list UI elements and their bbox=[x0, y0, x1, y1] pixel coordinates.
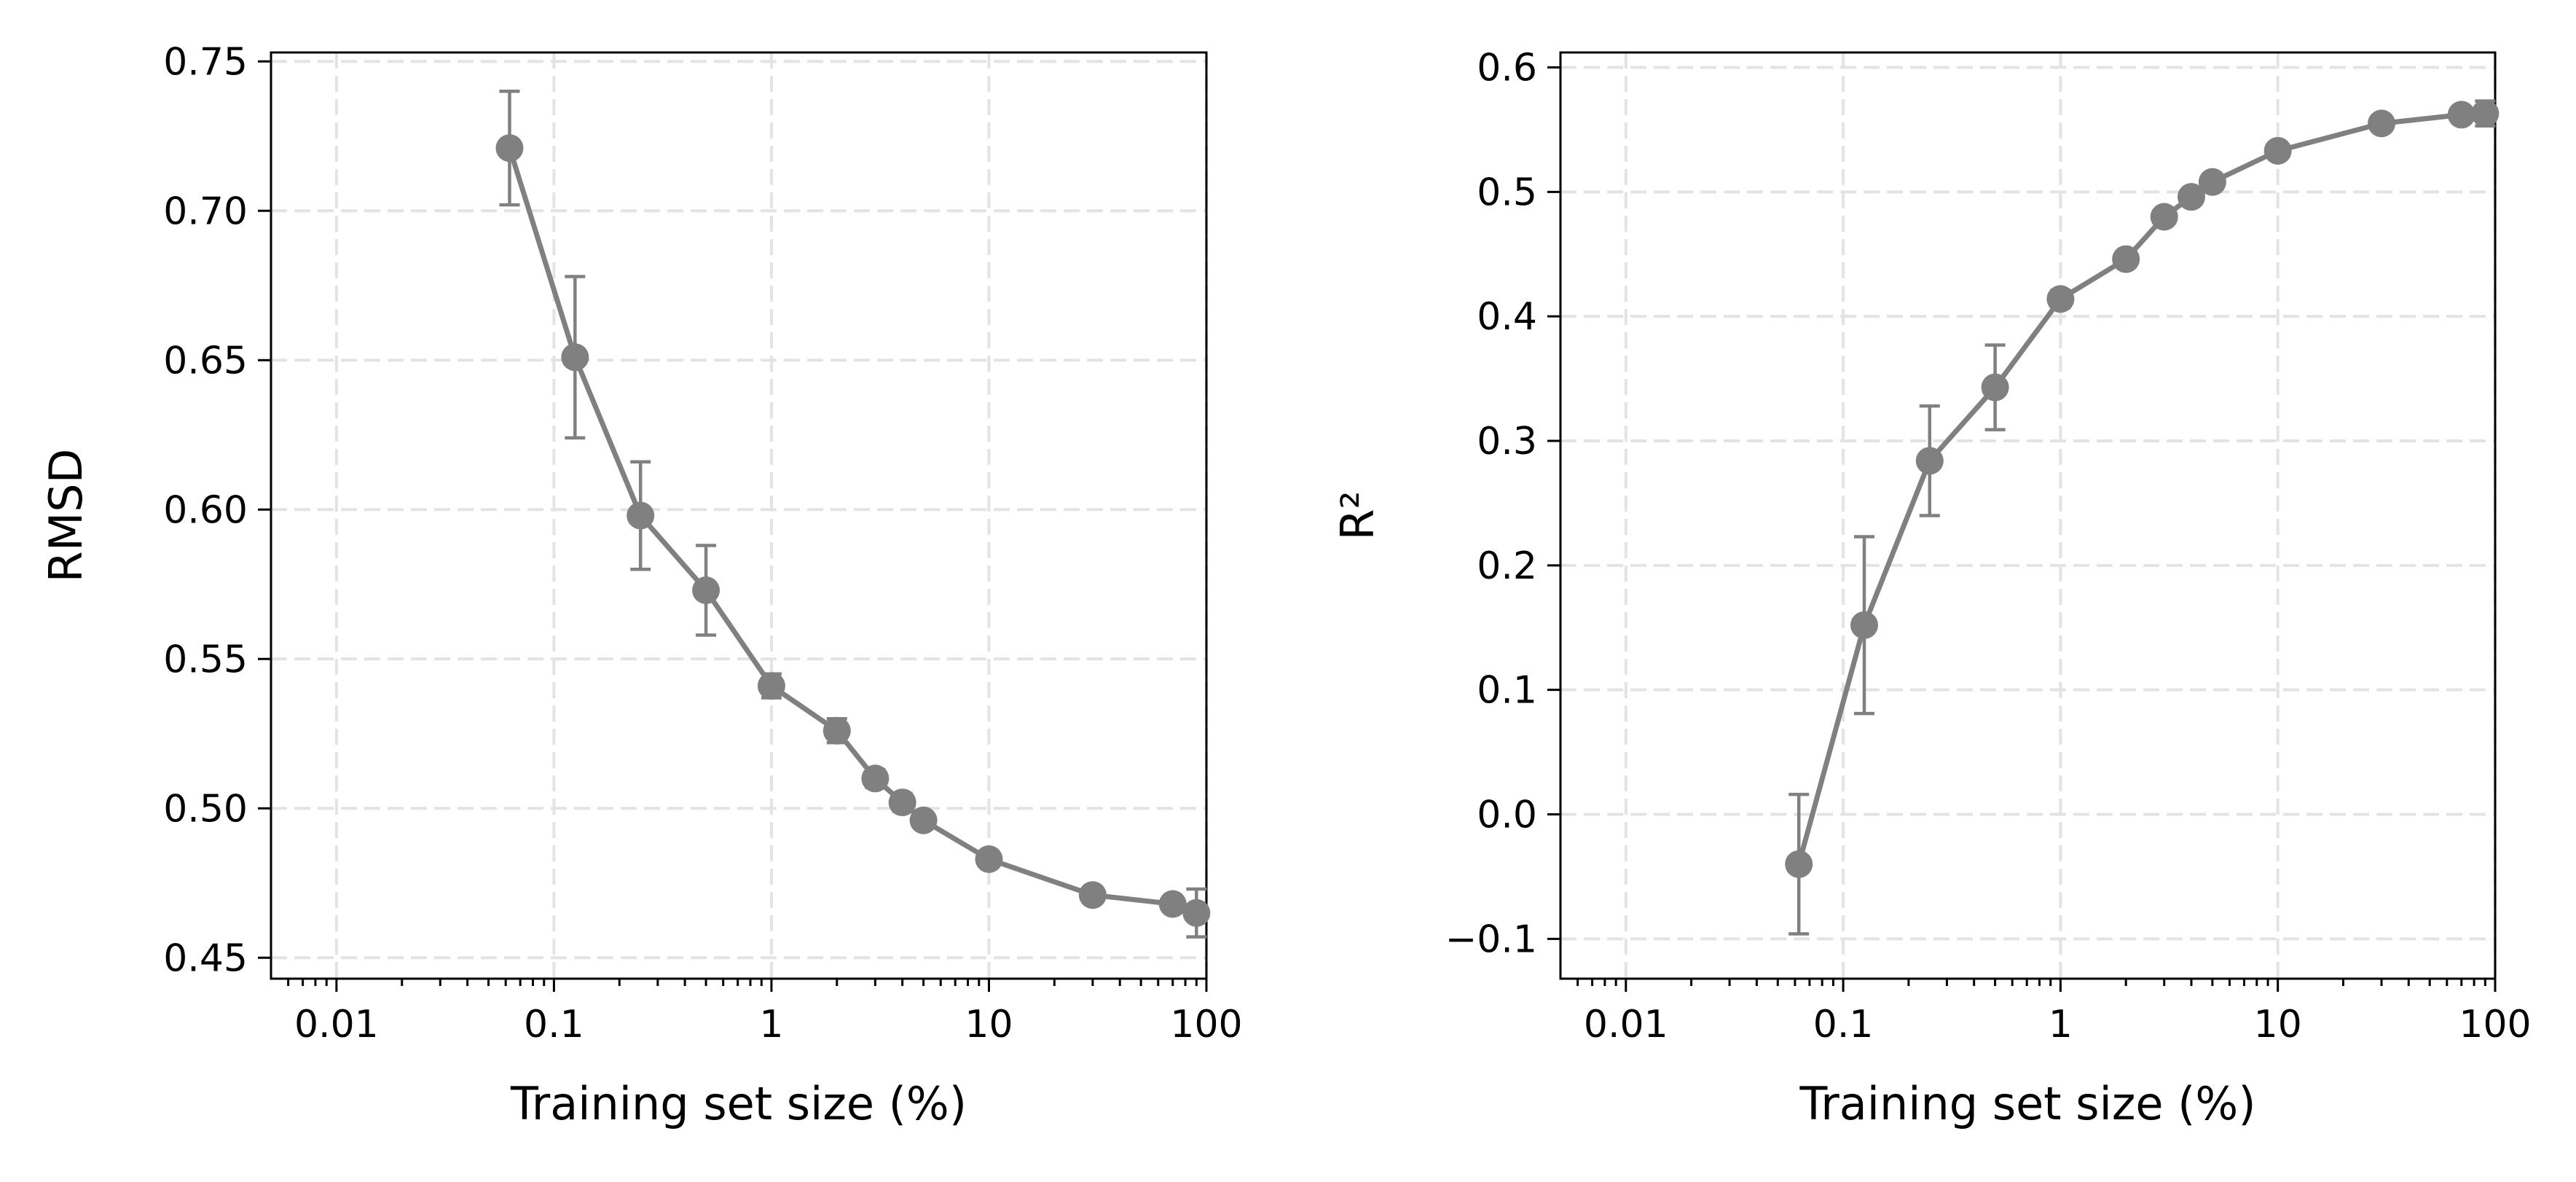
data-point bbox=[2368, 109, 2396, 138]
data-point bbox=[495, 134, 524, 163]
y-tick-label: 0.2 bbox=[1477, 544, 1537, 588]
y-tick-label: 0.1 bbox=[1477, 669, 1537, 713]
x-axis-label: Training set size (%) bbox=[1799, 1077, 2255, 1130]
y-axis-label: R² bbox=[1331, 491, 1384, 541]
y-tick-label: 0.0 bbox=[1477, 794, 1537, 837]
data-point bbox=[909, 806, 938, 834]
data-point bbox=[2198, 168, 2226, 196]
x-tick-label: 100 bbox=[2459, 1003, 2531, 1046]
y-tick-label: 0.70 bbox=[163, 189, 248, 233]
chart-panel-1: 0.01 0.1 1 10 100 0.45 0.50 0.55 0.60 0.65 0.70 0.7… bbox=[39, 40, 1243, 1130]
data-point bbox=[888, 788, 916, 817]
data-point bbox=[2177, 183, 2205, 211]
y-tick-label: 0.55 bbox=[163, 638, 248, 681]
plot-frame bbox=[270, 51, 1208, 980]
x-tick-label: 0.1 bbox=[1813, 1003, 1874, 1046]
data-point bbox=[561, 343, 589, 372]
x-axis-label: Training set size (%) bbox=[510, 1077, 967, 1130]
x-tick-label: 0.1 bbox=[524, 1003, 584, 1046]
y-tick-label: 0.75 bbox=[163, 40, 248, 84]
data-point bbox=[822, 716, 851, 745]
y-tick-label: 0.65 bbox=[163, 339, 248, 383]
y-tick-label: 0.45 bbox=[163, 936, 248, 980]
data-point bbox=[975, 845, 1003, 873]
series-1 bbox=[495, 90, 1211, 939]
data-point bbox=[861, 764, 890, 793]
data-point bbox=[2447, 101, 2475, 129]
data-point bbox=[1785, 850, 1813, 878]
data-point bbox=[1078, 881, 1107, 909]
x-tick-label: 100 bbox=[1170, 1003, 1242, 1046]
chart-panel-2: 0.01 0.1 1 10 100 −0.1 0.0 0.1 0.2 0.3 0.4 0.5 0.6 Tr… bbox=[1331, 47, 2532, 1131]
y-tick-label: 0.4 bbox=[1477, 295, 1537, 339]
x-tick-label: 1 bbox=[759, 1003, 783, 1046]
data-point bbox=[692, 576, 720, 604]
data-point bbox=[627, 501, 655, 530]
y-tick-label: 0.6 bbox=[1477, 47, 1537, 90]
y-tick-label: 0.50 bbox=[163, 787, 248, 831]
series-1 bbox=[1785, 99, 2500, 936]
y-tick-label: 0.3 bbox=[1477, 420, 1537, 463]
y-tick-label: 0.5 bbox=[1477, 171, 1537, 214]
x-tick-label: 1 bbox=[2049, 1003, 2073, 1046]
y-tick-label: −0.1 bbox=[1445, 917, 1537, 961]
series-line bbox=[507, 147, 1198, 916]
y-axis-label: RMSD bbox=[39, 449, 93, 583]
y-tick-label: 0.60 bbox=[163, 488, 248, 532]
data-point bbox=[1850, 611, 1879, 639]
data-point bbox=[1182, 899, 1211, 927]
data-point bbox=[1981, 373, 2009, 402]
x-tick-label: 0.01 bbox=[294, 1003, 379, 1046]
data-point bbox=[2263, 136, 2292, 165]
data-point bbox=[2112, 245, 2140, 273]
x-tick-label: 0.01 bbox=[1584, 1003, 1668, 1046]
x-tick-label: 10 bbox=[2254, 1003, 2302, 1046]
data-point bbox=[1915, 447, 1944, 475]
data-point bbox=[2046, 285, 2075, 313]
data-point bbox=[2471, 99, 2500, 128]
data-point bbox=[2150, 203, 2178, 231]
series-line bbox=[1796, 111, 2486, 865]
data-point bbox=[757, 672, 785, 700]
data-point bbox=[1158, 890, 1187, 918]
x-tick-label: 10 bbox=[965, 1003, 1013, 1046]
